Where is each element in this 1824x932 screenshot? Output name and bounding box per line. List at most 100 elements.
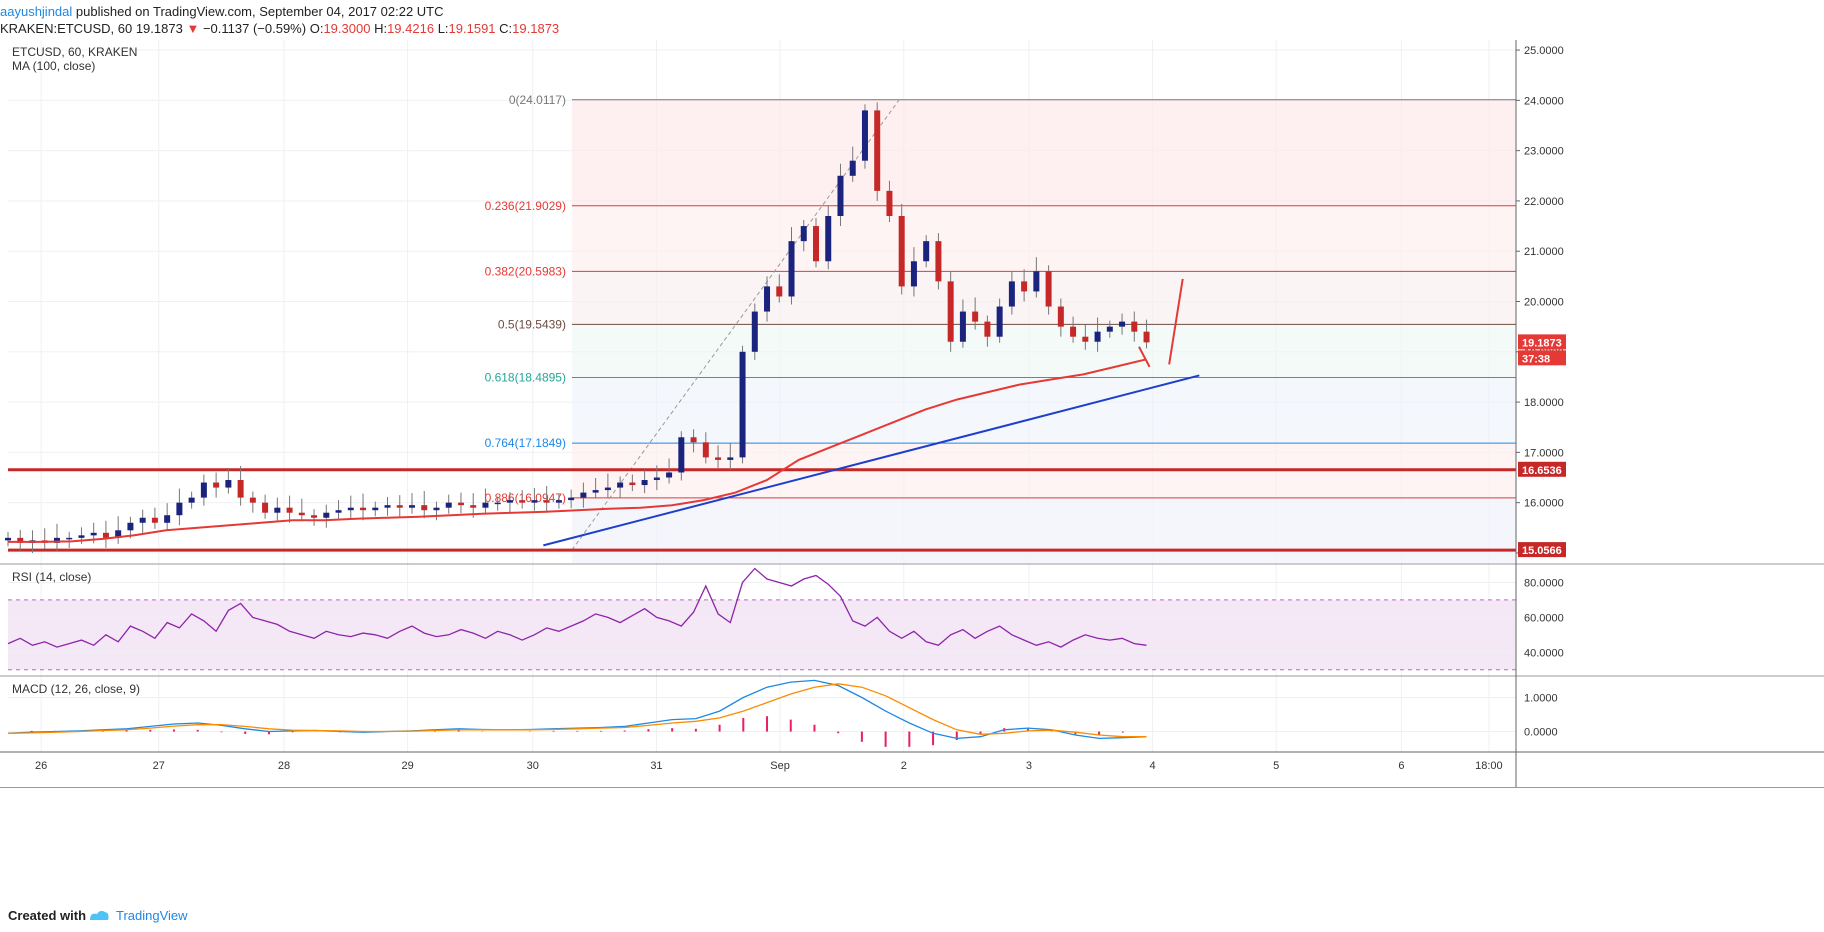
candle-body	[776, 286, 783, 297]
price-axis-label: 22.0000	[1524, 196, 1564, 208]
candle-body	[225, 480, 232, 488]
candle-body	[910, 261, 917, 287]
fib-level-label: 0.5(19.5439)	[498, 317, 566, 331]
time-axis-label: 27	[153, 760, 165, 772]
candle-body	[1131, 321, 1138, 332]
fib-zone	[571, 324, 1516, 378]
candle-body	[384, 505, 391, 508]
candle-body	[78, 535, 85, 538]
candle-body	[482, 502, 489, 508]
candle-body	[164, 515, 171, 523]
candle-body	[298, 512, 305, 516]
candle-body	[641, 480, 648, 486]
chart-bottom-border	[0, 787, 1824, 788]
created-with-label: Created with	[8, 908, 87, 923]
macd-signal-line	[7, 683, 1147, 738]
macd-pane-title: MACD (12, 26, close, 9)	[12, 682, 140, 696]
price-axis-label: 20.0000	[1524, 297, 1564, 309]
candle-body	[323, 512, 330, 518]
candle-body	[1143, 331, 1150, 343]
candle-body	[898, 216, 905, 287]
author-link[interactable]: aayushjindal	[0, 4, 73, 19]
candle-body	[972, 311, 979, 322]
fib-zone	[571, 377, 1516, 444]
candle-body	[470, 505, 477, 508]
candle-body	[568, 497, 575, 501]
candle-body	[249, 497, 256, 503]
candle-body	[457, 502, 464, 506]
tradingview-brand-link[interactable]: TradingView	[116, 908, 188, 923]
time-axis-label: 30	[527, 760, 539, 772]
candle-body	[1119, 321, 1126, 327]
candle-body	[1033, 271, 1040, 292]
time-axis-label: 6	[1398, 760, 1404, 772]
candle-body	[1082, 336, 1089, 342]
candle-body	[1008, 281, 1015, 307]
price-change: −0.1137 (−0.59%)	[202, 21, 307, 36]
projection-line	[1138, 346, 1151, 368]
candle-body	[715, 457, 722, 460]
open-label: O:	[309, 21, 324, 36]
candle-body	[127, 522, 134, 531]
fib-level-label: 0.618(18.4895)	[485, 370, 566, 384]
price-badge	[1518, 334, 1566, 350]
candle-body	[262, 502, 269, 513]
publish-line: aayushjindal published on TradingView.co…	[0, 4, 444, 20]
candle-body	[360, 507, 367, 511]
candle-body	[959, 311, 966, 342]
candle-body	[935, 241, 942, 282]
rsi-axis-label: 60.0000	[1524, 612, 1564, 624]
rsi-band	[8, 599, 1516, 670]
price-axis-label: 23.0000	[1524, 146, 1564, 158]
fib-zone	[571, 497, 1516, 563]
candle-body	[53, 537, 60, 543]
candle-body	[237, 480, 244, 498]
candle-body	[678, 437, 685, 473]
candle-body	[702, 442, 709, 458]
price-axis-label: 21.0000	[1524, 246, 1564, 258]
quote-line: KRAKEN:ETCUSD, 60 19.1873 ▼ −0.1137 (−0.…	[0, 21, 559, 37]
price-badge-label: 19.1873	[1522, 337, 1562, 349]
chart-header: aayushjindal published on TradingView.co…	[0, 0, 1824, 40]
candle-body	[886, 190, 893, 217]
candle-body	[311, 515, 318, 518]
candle-body	[433, 507, 440, 511]
candle-body	[825, 216, 832, 262]
candle-body	[812, 226, 819, 262]
candle-body	[666, 472, 673, 478]
fib-zone	[571, 205, 1516, 272]
candle-body	[837, 175, 844, 217]
rsi-axis-label: 80.0000	[1524, 577, 1564, 589]
candle-body	[996, 306, 1003, 337]
candle-body	[543, 500, 550, 503]
candle-body	[176, 502, 183, 516]
candle-body	[555, 500, 562, 503]
main-pane-title: ETCUSD, 60, KRAKEN	[12, 45, 137, 59]
trading-chart[interactable]: 0(24.0117) 0.236(21.9029) 0.382(20.5983) 0.…	[0, 40, 1824, 900]
symbol-label: KRAKEN:ETCUSD, 60	[0, 21, 133, 36]
price-badge	[1518, 542, 1566, 558]
fib-level-label: 0.382(20.5983)	[485, 264, 566, 278]
projection-line	[1168, 278, 1184, 365]
high-value: 19.4216	[387, 21, 435, 36]
ma-indicator-label: MA (100, close)	[12, 59, 95, 73]
price-badge	[1518, 461, 1566, 477]
candle-body	[372, 507, 379, 511]
candle-body	[17, 537, 24, 543]
candle-body	[1070, 326, 1077, 337]
candle-body	[604, 487, 611, 491]
low-value: 19.1591	[448, 21, 496, 36]
candle-body	[1057, 306, 1064, 327]
candle-body	[580, 492, 587, 498]
time-axis-label: 3	[1026, 760, 1032, 772]
fib-level-label: 0.236(21.9029)	[485, 199, 566, 213]
candle-body	[1094, 331, 1101, 342]
candle-body	[690, 437, 697, 443]
support-trend-line	[543, 374, 1200, 547]
high-label: H:	[374, 21, 388, 36]
low-label: L:	[437, 21, 449, 36]
open-value: 19.3000	[323, 21, 371, 36]
fib-level-label: 0(24.0117)	[509, 93, 566, 107]
candle-body	[139, 517, 146, 523]
candle-body	[408, 505, 415, 508]
